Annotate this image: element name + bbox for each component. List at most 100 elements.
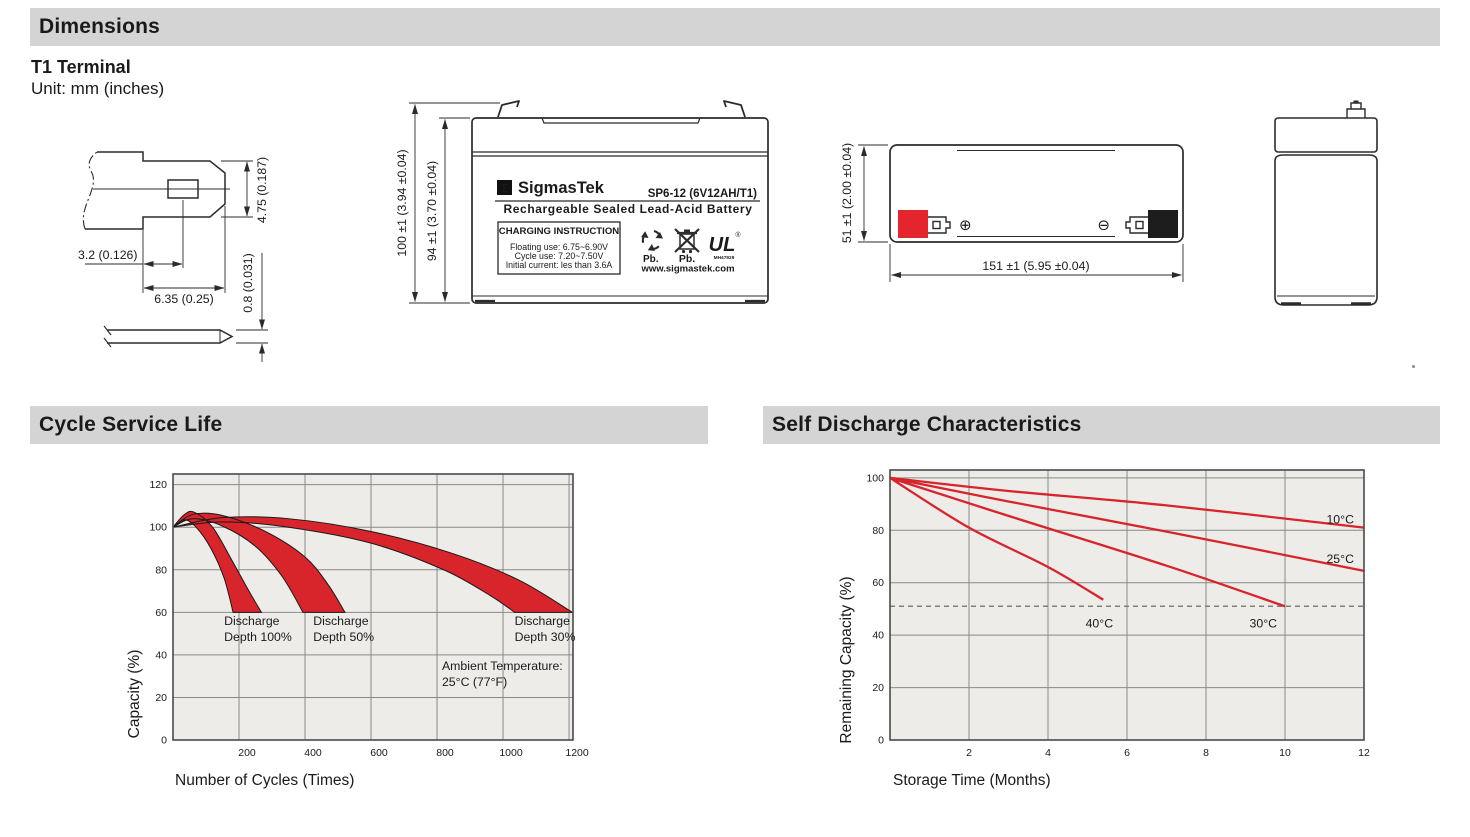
battery-end-view [1274,100,1378,306]
chart-annotation: Discharge Depth 100% [224,614,292,644]
x-axis-title: Number of Cycles (Times) [175,772,354,789]
charging-line-1: Floating use: 6.75~6.90V [510,242,608,252]
self-discharge-title: Self Discharge Characteristics [772,413,1082,436]
website-url: www.sigmastek.com [640,264,734,275]
self-discharge-chart: 10°C 25°C 30°C 40°C 0 20 40 60 80 100 2 4 6 8 10 12 Stor… [838,469,1370,789]
y-tick-label: 80 [155,564,167,576]
y-tick-label: 120 [149,479,167,491]
y-axis-title: Capacity (%) [126,650,143,739]
y-tick-label: 80 [872,525,884,537]
terminal-dim-length: 6.35 (0.25) [154,292,213,306]
terminal-outline [85,151,226,230]
x-tick-label: 4 [1045,747,1051,759]
pb-bin-label: Pb. [679,253,695,265]
terminal-dim-width: 4.75 (0.187) [255,157,269,223]
x-tick-label: 400 [304,747,322,759]
series-line [889,476,1365,573]
battery-front-view [409,100,769,304]
plot-border [889,469,1365,741]
blade-break-marks [103,325,112,348]
terminal-dim-offset: 3.2 (0.126) [78,248,137,262]
series-label: 10°C [1326,513,1354,527]
t1-terminal-heading: T1 Terminal [31,57,131,77]
dimensions-header-bar: Dimensions [30,8,1440,46]
unit-note: Unit: mm (inches) [31,79,165,98]
x-tick-label: 1200 [565,747,589,759]
x-tick-label: 1000 [499,747,523,759]
end-view-terminal [1346,100,1366,118]
sigma-logo-glyph: Σ [501,182,508,196]
ul-mark-icon: UL ® MH47929 [709,231,742,261]
charging-line-2: Cycle use: 7.20~7.50V [515,251,604,261]
x-tick-label: 600 [370,747,388,759]
chart-annotation: Discharge Depth 50% [313,614,374,644]
pb-recycle-icon [641,229,663,251]
x-tick-label: 8 [1203,747,1209,759]
x-tick-label: 200 [238,747,256,759]
series-line [889,476,1104,601]
series-line [889,476,1365,529]
front-dim-outer-height: 100 ±1 (3.94 ±0.04) [395,149,409,256]
series-label: 30°C [1250,616,1278,630]
top-dim-height: 51 ±1 (2.00 ±0.04) [840,143,854,243]
y-tick-label: 0 [161,735,167,747]
band [173,516,573,613]
ul-code: MH47929 [714,255,735,261]
y-tick-label: 20 [155,692,167,704]
x-axis-title: Storage Time (Months) [893,772,1051,789]
charging-title: CHARGING INSTRUCTION [499,226,620,237]
dimensions-title: Dimensions [39,15,161,38]
y-tick-label: 60 [872,577,884,589]
svg-text:UL: UL [709,234,736,256]
band-outline [172,512,346,613]
terminal-detail-drawing [82,151,268,362]
series-label: 25°C [1326,552,1354,566]
stray-dot [1412,365,1415,368]
positive-symbol: ⊕ [959,217,972,234]
negative-terminal [1148,210,1178,238]
y-tick-label: 100 [149,522,167,534]
battery-label: Σ SigmasTek SP6-12 (6V12AH/T1) Rechargea… [495,179,760,275]
terminal-break-line [82,151,98,230]
positive-terminal [898,210,928,238]
charging-line-3: Initial current: les than 3.6A [506,260,613,270]
x-tick-label: 6 [1124,747,1130,759]
temperature-series [889,476,1365,608]
series-line [889,476,1286,608]
plot-border [172,473,574,741]
band-outline [172,510,263,613]
band [173,513,345,613]
series-label: 40°C [1086,616,1114,630]
dimension-drawings: 4.75 (0.187) 3.2 (0.126) 6.35 (0.25) 0.8… [78,100,1378,362]
cycle-service-life-chart: 0 20 40 60 80 100 120 200 400 600 800 1000 1200 Disch… [126,473,589,789]
x-tick-label: 2 [966,747,972,759]
x-tick-label: 10 [1279,747,1291,759]
y-tick-label: 60 [155,607,167,619]
y-tick-label: 0 [878,735,884,747]
negative-symbol: ⊖ [1097,217,1110,234]
right-hook-terminal [723,100,746,118]
svg-text:®: ® [735,231,741,239]
y-axis-title: Remaining Capacity (%) [838,576,855,743]
cycle-service-life-header-bar: Cycle Service Life [30,406,708,444]
left-hook-terminal [497,100,520,118]
terminal-dim-thickness: 0.8 (0.031) [241,253,255,312]
chart-annotation: Discharge Depth 30% [515,614,576,644]
y-tick-label: 20 [872,682,884,694]
x-tick-label: 800 [436,747,454,759]
x-tick-label: 12 [1358,747,1370,759]
charging-instruction-box [497,221,621,275]
y-tick-label: 40 [872,630,884,642]
front-dim-inner-height: 94 ±1 (3.70 ±0.04) [425,161,439,261]
self-discharge-header-bar: Self Discharge Characteristics [763,406,1440,444]
band [173,511,262,613]
sigma-logo-box [497,180,512,195]
y-tick-label: 100 [866,472,884,484]
model-number: SP6-12 (6V12AH/T1) [648,188,757,200]
cycle-service-life-title: Cycle Service Life [39,413,223,436]
discharge-bands [173,511,573,613]
pb-recycle-label: Pb. [643,254,659,265]
top-dim-length: 151 ±1 (5.95 ±0.04) [982,259,1089,273]
brand-name: SigmasTek [518,179,605,197]
terminal-blade-outline [107,329,234,344]
